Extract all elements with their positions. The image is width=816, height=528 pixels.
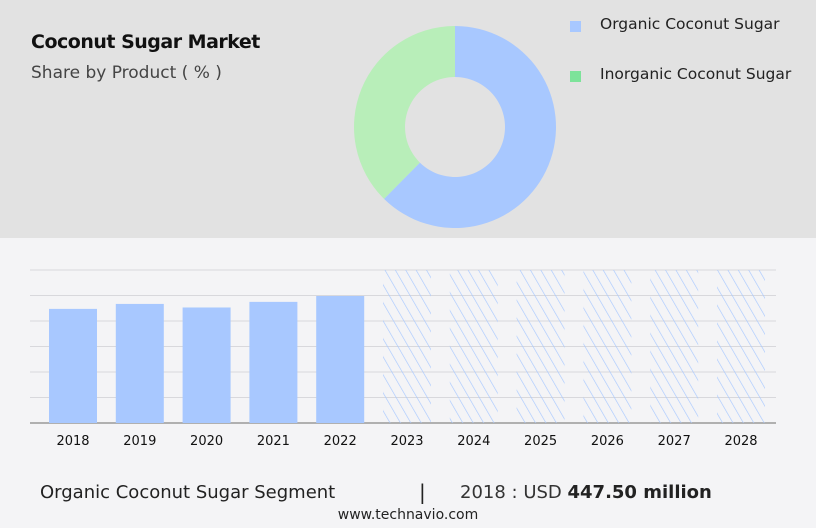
chart-title: Coconut Sugar Market — [31, 31, 260, 53]
segment-label: Organic Coconut Sugar Segment — [40, 482, 336, 503]
x-tick-label: 2025 — [524, 434, 557, 449]
forecast-bar-2024 — [449, 270, 498, 423]
forecast-bar-2027 — [650, 270, 699, 423]
x-tick-label: 2026 — [591, 434, 624, 449]
legend-label: Inorganic Coconut Sugar — [600, 65, 792, 83]
donut-slice-0 — [384, 26, 556, 228]
bar-2022 — [316, 296, 365, 423]
x-tick-label: 2024 — [457, 434, 490, 449]
x-tick-label: 2028 — [724, 434, 757, 449]
website-link[interactable]: www.technavio.com — [337, 507, 479, 523]
legend-item-inorganic: Inorganic Coconut Sugar — [570, 65, 810, 87]
x-tick-label: 2023 — [390, 434, 423, 449]
segment-value: 2018 : USD 447.50 million — [460, 482, 712, 503]
legend-swatch — [570, 21, 581, 32]
chart-subtitle: Share by Product ( % ) — [31, 63, 222, 83]
donut-slice-1 — [354, 25, 455, 199]
value-amount: 447.50 million — [567, 482, 712, 503]
x-tick-label: 2019 — [123, 434, 156, 449]
forecast-bar-2025 — [516, 270, 565, 423]
x-tick-label: 2018 — [56, 434, 89, 449]
bar-2019 — [115, 303, 164, 423]
bar-2018 — [49, 308, 97, 423]
year-prefix: 2018 : USD — [460, 482, 568, 503]
x-tick-label: 2027 — [658, 434, 691, 449]
bar-2020 — [182, 307, 231, 423]
x-tick-label: 2021 — [257, 434, 290, 449]
legend-item-organic: Organic Coconut Sugar — [570, 15, 810, 37]
forecast-bar-2026 — [583, 270, 632, 423]
forecast-bar-2023 — [383, 270, 431, 423]
bar-chart: 2018 2019 2020 2021 2022 2023 2024 2025 2026 2027… — [30, 269, 776, 449]
x-tick-label: 2022 — [324, 434, 357, 449]
legend-label: Organic Coconut Sugar — [600, 15, 780, 33]
x-tick-label: 2020 — [190, 434, 223, 449]
bar-2021 — [249, 301, 298, 423]
separator: | — [419, 480, 426, 504]
forecast-bar-2028 — [717, 270, 765, 423]
legend-swatch — [570, 71, 581, 82]
donut-chart — [354, 25, 556, 228]
